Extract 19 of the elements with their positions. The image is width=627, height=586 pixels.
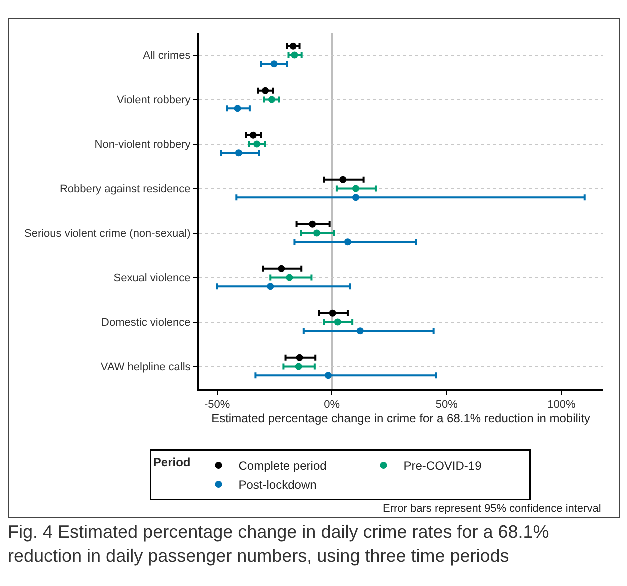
y-tick-label: All crimes [143,50,192,62]
x-tick-label: -50% [204,399,230,412]
y-tick-label: Serious violent crime (non-sexual) [24,228,191,240]
x-tick-label: 0% [324,399,340,412]
x-axis-title: Estimated percentage change in crime for a 68.1% reduction in mobility [212,412,590,426]
caption: Fig. 4 Estimated percentage change in daily crime rates for a 68.1% reduction in daily passenger numbers, using three time periods [8,521,550,568]
legend-label: Pre-COVID-19 [404,459,482,474]
y-tick-label: Non-violent robbery [94,139,192,152]
y-tick-label: Sexual violence [114,272,191,285]
legend-label: Complete period [238,459,327,474]
legend-title: Period [153,456,191,470]
y-tick-label: VAW helpline calls [100,362,192,374]
y-tick-label: Violent robbery [117,94,192,107]
legend-label: Post-lockdown [238,478,317,492]
y-tick-label: Robbery against residence [60,184,191,196]
x-tick-label: 100% [548,399,576,412]
text: Error bars represent 95% confidence interval [383,503,602,515]
x-tick-label: 50% [436,399,458,412]
y-tick-label: Domestic violence [102,317,191,330]
